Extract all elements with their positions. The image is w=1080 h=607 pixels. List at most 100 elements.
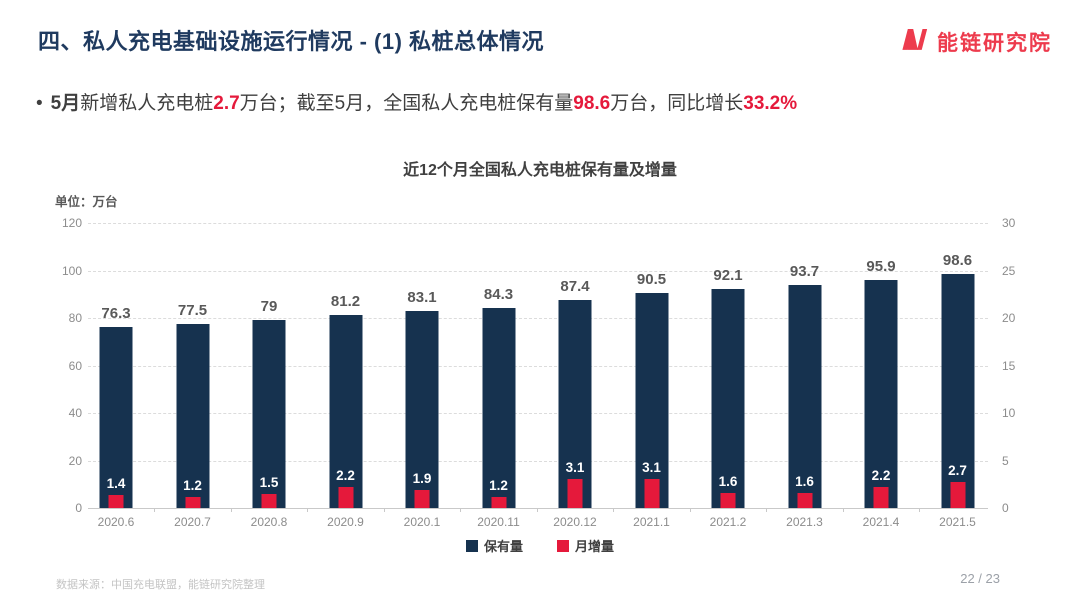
bar-group: 87.4 3.1 2020.12 [537, 223, 613, 529]
x-axis-tick-mark [766, 508, 768, 512]
bullet-seg2: 万台；截至5月，全国私人充电桩保有量 [239, 93, 574, 114]
increment-bar [185, 496, 200, 508]
gridline [88, 413, 988, 414]
logo-text: 能链研究院 [937, 31, 1052, 55]
holding-value-label: 83.1 [407, 288, 437, 306]
x-axis-category-label: 2021.3 [786, 515, 823, 529]
increment-value-label: 1.6 [718, 473, 738, 489]
bar-group: 84.3 1.2 2020.11 [461, 223, 537, 529]
x-axis-tick-mark [842, 508, 844, 512]
increment-bar [797, 492, 812, 508]
holding-bar [329, 315, 362, 508]
holding-value-label: 95.9 [866, 258, 896, 276]
right-axis-tick-label: 10 [1002, 406, 1016, 420]
x-axis-category-label: 2020.8 [250, 515, 288, 529]
increment-value-label: 3.1 [565, 459, 585, 475]
x-axis-tick-mark [613, 508, 615, 512]
left-axis-tick-label: 80 [68, 311, 82, 325]
increment-bar [950, 482, 965, 508]
legend-item-increment: 月增量 [557, 536, 614, 555]
increment-bar [414, 489, 430, 508]
x-axis-category-label: 2020.9 [327, 515, 364, 529]
increment-value-label: 3.1 [642, 459, 661, 475]
holding-value-label: 81.2 [330, 293, 361, 311]
right-axis-tick-label: 25 [1002, 263, 1016, 278]
x-axis-tick-mark [230, 508, 232, 512]
bar-group: 83.1 1.9 2020.1 [384, 223, 460, 529]
bar-group: 76.3 1.4 2020.6 [78, 223, 154, 529]
increment-value-label: 2.2 [336, 468, 355, 484]
right-y-axis: 0 5 10 15 20 25 30 [1002, 216, 1032, 515]
bullet-marker: • [36, 93, 43, 114]
holding-legend-swatch [465, 539, 478, 552]
bar-group: 98.6 2.7 2021.5 [920, 223, 996, 529]
left-axis-tick-label: 0 [75, 501, 82, 515]
holding-bar [635, 293, 668, 508]
x-axis-tick-mark [919, 508, 921, 512]
holding-bar [405, 310, 439, 508]
x-axis-category-label: 2020.1 [403, 515, 441, 529]
increment-bar [567, 478, 583, 508]
bar-group: 81.2 2.2 2020.9 [308, 223, 384, 529]
left-axis-tick-label: 20 [68, 453, 82, 468]
chart-title: 近12个月全国私人充电桩保有量及增量 [403, 162, 677, 179]
summary-bullet: • 5月新增私人充电桩2.7万台；截至5月，全国私人充电桩保有量98.6万台，同比… [36, 88, 797, 115]
x-axis-tick-mark [154, 508, 156, 512]
holding-bar [482, 307, 515, 508]
holding-bar [864, 280, 898, 508]
right-axis-tick-label: 15 [1002, 358, 1016, 373]
gridline [88, 365, 988, 367]
nenglian-logo: 能链研究院 [897, 22, 1052, 61]
x-axis-category-label: 2020.7 [174, 515, 211, 529]
x-axis-tick-mark [689, 508, 691, 512]
holding-bar [711, 289, 745, 508]
page-number: 22 / 23 [960, 571, 1000, 586]
increment-bar [108, 494, 124, 508]
holding-value-label: 79 [260, 298, 278, 316]
right-axis-tick-label: 30 [1002, 216, 1016, 230]
bullet-value-monthly-add: 2.7 [213, 93, 240, 114]
x-axis-baseline [88, 508, 988, 509]
bar-group: 95.9 2.2 2021.4 [843, 223, 919, 529]
increment-value-label: 2.2 [871, 468, 891, 484]
bullet-value-total: 98.6 [573, 93, 611, 114]
holding-bar [558, 300, 592, 508]
increment-legend-swatch [557, 539, 569, 552]
increment-legend-label: 月增量 [575, 539, 615, 554]
holding-legend-label: 保有量 [483, 539, 523, 554]
x-axis-category-label: 2021.2 [709, 515, 747, 529]
gridline [88, 270, 988, 272]
left-axis-tick-label: 60 [68, 358, 82, 373]
bar-group: 90.5 3.1 2021.1 [614, 223, 690, 529]
holding-bar [788, 285, 821, 508]
holding-bar [176, 323, 209, 508]
bullet-seg3: 万台，同比增长 [610, 93, 744, 114]
holding-value-label: 87.4 [560, 278, 590, 296]
holding-value-label: 90.5 [636, 271, 667, 289]
legend-item-holding: 保有量 [465, 536, 523, 555]
x-axis-category-label: 2020.12 [553, 515, 597, 529]
increment-value-label: 2.7 [948, 463, 967, 479]
x-axis-category-label: 2020.11 [477, 515, 520, 529]
holding-value-label: 84.3 [483, 285, 514, 303]
holding-value-label: 76.3 [101, 304, 131, 322]
x-axis-tick-mark [383, 508, 385, 512]
holding-value-label: 77.5 [177, 301, 208, 319]
holding-bar [941, 273, 974, 508]
holding-value-label: 98.6 [942, 251, 973, 269]
increment-bar [873, 487, 889, 508]
increment-bar [644, 478, 659, 508]
left-axis-tick-label: 40 [68, 406, 82, 420]
increment-bar [491, 496, 506, 508]
increment-value-label: 1.5 [259, 474, 279, 490]
holding-bar [252, 320, 286, 508]
x-axis-category-label: 2021.4 [862, 515, 900, 529]
left-axis-tick-label: 120 [61, 216, 82, 230]
holding-bar [99, 326, 133, 508]
holding-value-label: 92.1 [713, 267, 743, 285]
increment-bar [338, 487, 353, 508]
increment-bar [720, 492, 736, 508]
left-y-axis: 0 20 40 60 80 100 120 [48, 216, 82, 515]
increment-value-label: 1.4 [106, 475, 126, 491]
